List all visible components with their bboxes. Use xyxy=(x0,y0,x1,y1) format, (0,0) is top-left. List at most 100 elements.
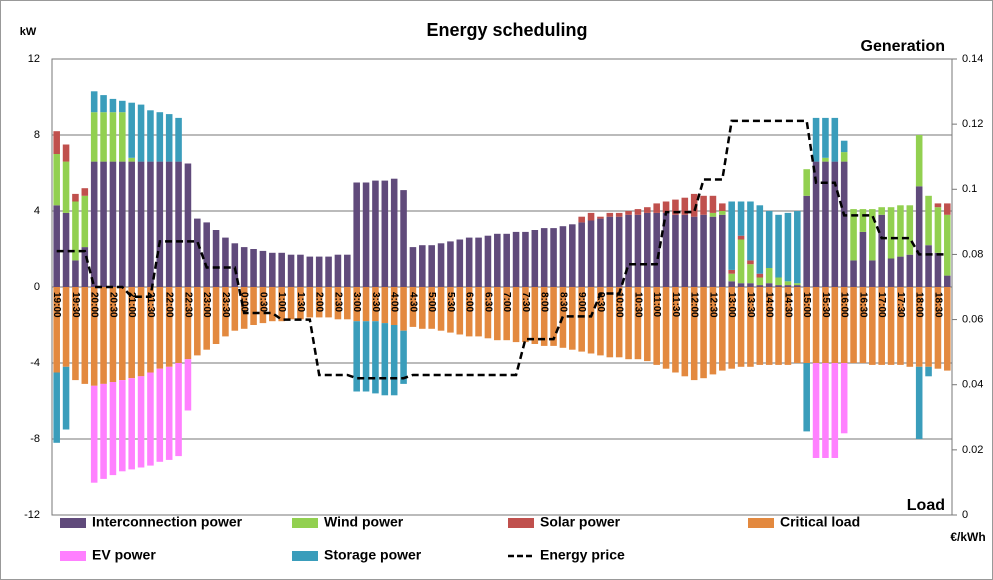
bar xyxy=(728,269,735,274)
bar xyxy=(897,256,904,287)
bar xyxy=(175,363,182,457)
bar xyxy=(765,268,773,284)
bar xyxy=(709,287,717,375)
bar xyxy=(831,287,839,363)
bar xyxy=(615,216,623,287)
bar xyxy=(934,252,942,287)
chart-title: Energy scheduling xyxy=(426,20,587,40)
bar xyxy=(887,258,895,287)
legend-label: Critical load xyxy=(780,514,860,530)
bar xyxy=(531,287,539,344)
bar xyxy=(775,214,782,278)
x-tick-label: 11:30 xyxy=(670,292,681,317)
x-tick-label: 16:00 xyxy=(839,292,850,318)
x-tick-label: 8:00 xyxy=(539,292,550,312)
bar xyxy=(175,287,182,363)
bar xyxy=(878,207,885,215)
bar xyxy=(540,228,548,287)
price-line xyxy=(56,119,948,380)
x-tick-label: 5:30 xyxy=(445,292,456,312)
bar xyxy=(784,281,792,286)
x-tick-label: 18:30 xyxy=(932,292,943,318)
bar xyxy=(269,252,276,287)
bar xyxy=(109,112,117,162)
bar xyxy=(756,285,764,287)
bar xyxy=(850,287,857,363)
bar xyxy=(747,201,754,261)
bar xyxy=(390,178,398,287)
bar xyxy=(100,287,107,384)
y2-tick-label: 0.04 xyxy=(962,379,983,391)
bar xyxy=(381,323,389,396)
y2-tick-label: 0.08 xyxy=(962,248,983,260)
bar xyxy=(606,216,614,287)
bar xyxy=(119,161,126,287)
bar xyxy=(709,212,717,217)
bar xyxy=(147,287,154,373)
bar xyxy=(869,287,876,365)
bar xyxy=(128,157,135,162)
bar xyxy=(231,287,239,331)
bar xyxy=(362,182,370,287)
bar xyxy=(81,195,89,248)
x-tick-label: 4:00 xyxy=(389,292,400,312)
x-tick-label: 16:30 xyxy=(857,292,868,318)
bar xyxy=(615,287,623,358)
bar xyxy=(287,254,295,287)
bar xyxy=(719,203,726,211)
bar xyxy=(156,161,164,287)
bar xyxy=(709,216,717,287)
bar xyxy=(597,216,604,219)
bar xyxy=(634,214,642,287)
bar xyxy=(775,277,782,286)
bar xyxy=(756,277,764,286)
bar xyxy=(700,195,707,215)
bar xyxy=(784,212,792,282)
bar xyxy=(794,283,801,286)
x-tick-label: 17:30 xyxy=(895,292,906,318)
bar xyxy=(887,287,895,365)
x-tick-label: 13:00 xyxy=(726,292,737,318)
bar xyxy=(278,252,285,287)
x-tick-label: 14:30 xyxy=(782,292,793,318)
bar xyxy=(822,117,829,158)
bar xyxy=(784,287,792,365)
bar xyxy=(709,195,717,213)
bar xyxy=(737,201,745,236)
bar xyxy=(372,180,379,287)
bar xyxy=(409,287,417,327)
bar xyxy=(925,195,932,246)
bar xyxy=(944,203,951,215)
x-tick-label: 6:00 xyxy=(464,292,475,312)
x-tick-label: 0:00 xyxy=(239,292,250,312)
bar xyxy=(259,287,267,324)
bar xyxy=(175,161,182,287)
bar xyxy=(737,287,745,367)
bar xyxy=(184,163,192,287)
bar xyxy=(62,366,70,430)
bar xyxy=(250,287,257,325)
bar xyxy=(606,287,614,358)
bar xyxy=(784,285,792,287)
y-tick-label: 4 xyxy=(34,205,40,217)
bar xyxy=(578,287,585,352)
bar xyxy=(128,287,135,379)
bar xyxy=(550,228,557,287)
bar xyxy=(344,287,351,320)
bar xyxy=(737,283,745,287)
bar xyxy=(53,287,60,373)
bar xyxy=(437,243,445,287)
bar xyxy=(250,249,257,287)
bar xyxy=(662,201,670,213)
bar xyxy=(72,193,79,202)
bar xyxy=(269,287,276,322)
bar xyxy=(934,203,942,208)
bar xyxy=(287,287,295,320)
bar xyxy=(653,212,660,287)
bar xyxy=(662,212,670,287)
bar xyxy=(90,287,98,386)
bar xyxy=(747,260,754,265)
x-tick-label: 15:00 xyxy=(801,292,812,318)
legend-swatch xyxy=(508,518,534,528)
bar xyxy=(550,287,557,346)
